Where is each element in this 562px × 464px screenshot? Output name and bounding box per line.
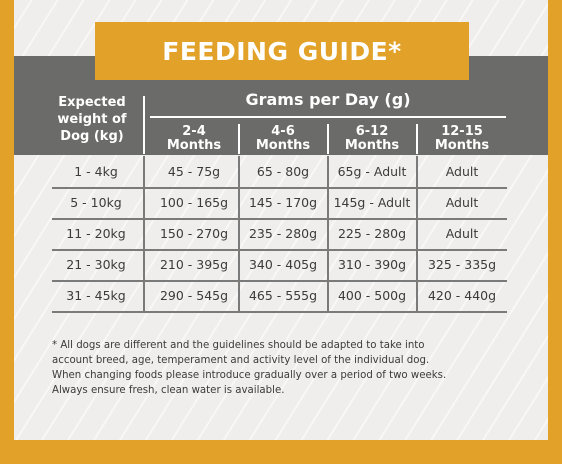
column-divider [238, 156, 240, 312]
page-title: FEEDING GUIDE* [95, 22, 469, 80]
title-box: FEEDING GUIDE* [95, 22, 469, 80]
footnote-line: Always ensure fresh, clean water is avai… [52, 385, 285, 396]
weight-cell: 1 - 4kg [74, 163, 118, 179]
column-header-line1: 12-15 [441, 124, 483, 139]
grams-cell: 100 - 165g [159, 194, 229, 210]
grams-cell: Adult [445, 225, 479, 241]
grams-cell: 340 - 405g [248, 256, 318, 272]
column-header-line2: Months [434, 138, 490, 153]
grams-cell: 465 - 555g [248, 287, 318, 303]
column-header-2-4-months: 2-4 Months [150, 125, 238, 153]
weight-cell: 31 - 45kg [66, 287, 126, 303]
row-divider [52, 280, 507, 282]
grams-cell: 400 - 500g [337, 287, 407, 303]
grams-cell: 65g - Adult [337, 163, 407, 179]
weight-header-line3: Dog (kg) [60, 129, 124, 144]
footnote-line: * All dogs are different and the guideli… [52, 340, 425, 351]
grams-cell: 145 - 170g [248, 194, 318, 210]
grams-header-rule [150, 116, 506, 118]
row-divider [52, 218, 507, 220]
weight-cell: 5 - 10kg [70, 194, 122, 210]
column-header-12-15-months: 12-15 Months [418, 125, 506, 153]
column-header-line2: Months [166, 138, 222, 153]
grams-cell: 210 - 395g [159, 256, 229, 272]
column-divider [327, 124, 329, 154]
header-divider [143, 96, 145, 154]
grams-cell: 150 - 270g [159, 225, 229, 241]
table-bottom-rule [52, 311, 507, 313]
column-divider [238, 124, 240, 154]
column-header-4-6-months: 4-6 Months [239, 125, 327, 153]
row-divider [52, 187, 507, 189]
grams-cell: 235 - 280g [248, 225, 318, 241]
column-header-6-12-months: 6-12 Months [328, 125, 416, 153]
column-header-line2: Months [255, 138, 311, 153]
grams-cell: 65 - 80g [256, 163, 310, 179]
grams-cell: 225 - 280g [337, 225, 407, 241]
grams-cell: 290 - 545g [159, 287, 229, 303]
footnote-line: When changing foods please introduce gra… [52, 370, 447, 381]
column-header-line1: 4-6 [271, 124, 295, 139]
weight-header-line2: weight of [57, 112, 127, 127]
grams-cell: Adult [445, 194, 479, 210]
column-divider [416, 124, 418, 154]
weight-column-header: Expected weight of Dog (kg) [52, 94, 132, 145]
weight-cell: 21 - 30kg [66, 256, 126, 272]
column-header-line1: 2-4 [182, 124, 206, 139]
grams-cell: 145g - Adult [333, 194, 411, 210]
weight-cell: 11 - 20kg [66, 225, 126, 241]
footnote: * All dogs are different and the guideli… [52, 338, 512, 398]
weight-header-line1: Expected [58, 95, 126, 110]
column-header-line2: Months [344, 138, 400, 153]
grams-cell: Adult [445, 163, 479, 179]
footnote-line: account breed, age, temperament and acti… [52, 355, 430, 366]
column-divider [143, 156, 145, 312]
grams-cell: 45 - 75g [167, 163, 221, 179]
column-divider [416, 156, 418, 312]
grams-cell: 420 - 440g [427, 287, 497, 303]
grams-cell: 310 - 390g [337, 256, 407, 272]
grams-per-day-header: Grams per Day (g) [245, 90, 411, 109]
grams-cell: 325 - 335g [427, 256, 497, 272]
row-divider [52, 249, 507, 251]
column-divider [327, 156, 329, 312]
column-header-line1: 6-12 [355, 124, 389, 139]
